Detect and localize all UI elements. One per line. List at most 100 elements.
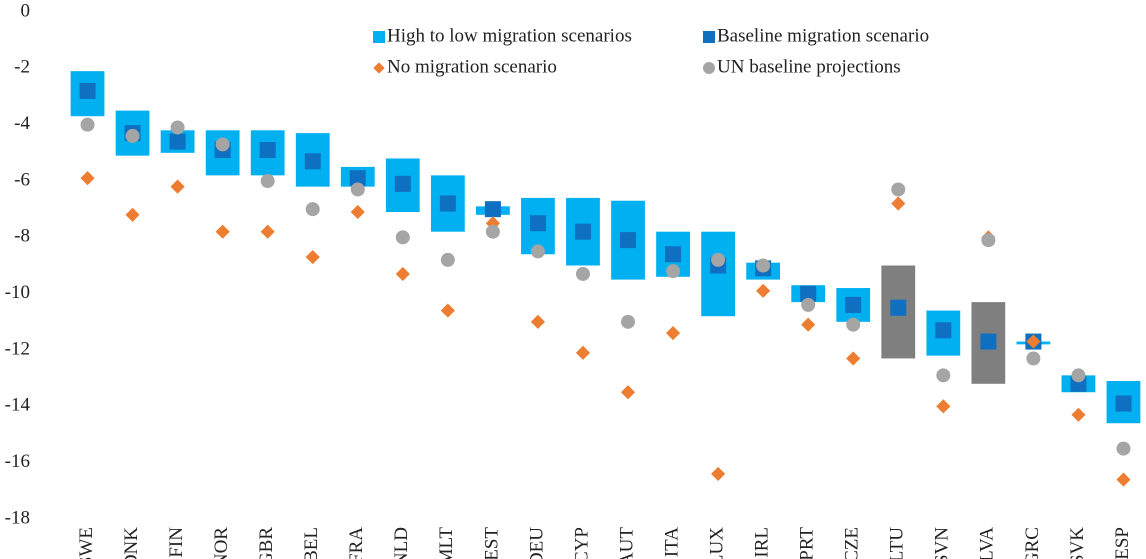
baseline-marker [259, 142, 276, 159]
no-migration-marker [80, 171, 95, 186]
x-tick-label: IRL [752, 527, 773, 558]
x-tick-label: SWE [76, 527, 97, 559]
no-migration-marker [395, 266, 410, 282]
no-migration-marker [1071, 407, 1086, 422]
no-migration-marker [936, 399, 951, 414]
x-tick-label: CYP [571, 527, 592, 559]
legend-label: UN baseline projections [717, 56, 901, 77]
un-marker [350, 182, 365, 197]
no-migration-marker [665, 326, 681, 341]
un-marker [305, 202, 320, 217]
un-marker [936, 368, 951, 383]
y-tick-label: 0 [21, 0, 31, 21]
un-marker [1071, 368, 1086, 383]
y-tick-label: -8 [14, 226, 30, 247]
range-box [701, 231, 735, 317]
x-tick-label: FRA [346, 527, 367, 559]
un-marker [1026, 351, 1041, 366]
no-migration-marker [846, 351, 861, 366]
baseline-marker [394, 175, 411, 192]
un-marker [170, 120, 185, 135]
legend-label: Baseline migration scenario [717, 25, 929, 46]
x-tick-label: GBR [256, 527, 277, 559]
baseline-marker [304, 153, 321, 170]
x-tick-label: SVN [932, 527, 953, 559]
un-marker [846, 317, 861, 332]
baseline-marker [169, 133, 186, 150]
un-marker [801, 297, 816, 312]
x-tick-label: ITA [661, 527, 682, 557]
baseline-marker [665, 246, 682, 263]
un-marker [891, 182, 906, 197]
no-migration-marker [440, 303, 455, 318]
x-tick-label: AUT [616, 527, 637, 559]
un-marker [260, 174, 275, 188]
un-marker [125, 128, 140, 143]
y-tick-label: -16 [5, 451, 30, 472]
baseline-marker [890, 299, 907, 316]
un-marker [666, 264, 681, 279]
x-tick-label: LUX [706, 527, 727, 559]
x-tick-label: EST [481, 527, 502, 559]
un-marker [485, 224, 500, 239]
x-tick-label: PRT [797, 527, 818, 559]
no-migration-marker [215, 224, 230, 239]
no-migration-marker [350, 204, 365, 220]
un-marker [711, 252, 726, 267]
baseline-marker [484, 201, 501, 218]
baseline-marker [79, 82, 96, 99]
un-marker [575, 266, 590, 281]
baseline-marker [529, 215, 546, 232]
no-migration-marker [756, 283, 771, 298]
legend-label: No migration scenario [387, 56, 557, 77]
no-migration-marker [620, 385, 636, 400]
no-migration-marker [170, 179, 185, 194]
x-tick-label: BEL [301, 527, 322, 559]
baseline-marker [439, 195, 456, 212]
un-marker [215, 137, 230, 152]
x-tick-label: NOR [211, 527, 232, 559]
no-migration-marker [891, 196, 906, 211]
no-migration-marker [260, 224, 275, 239]
x-tick-label: GRC [1022, 527, 1043, 559]
baseline-marker [800, 285, 817, 302]
un-marker [395, 230, 410, 245]
un-marker [621, 314, 636, 329]
no-migration-marker [575, 345, 591, 360]
x-tick-label: SVK [1067, 527, 1088, 559]
un-marker [1116, 441, 1131, 456]
no-migration-marker [125, 207, 140, 222]
x-tick-label: LVA [977, 527, 998, 559]
no-migration-marker [530, 314, 546, 329]
baseline-marker [349, 170, 366, 187]
x-tick-label: CZE [842, 527, 863, 559]
y-tick-label: -2 [14, 57, 30, 78]
y-tick-label: -4 [14, 113, 30, 134]
no-migration-marker [305, 249, 320, 265]
legend-swatch [373, 31, 385, 43]
baseline-marker [980, 333, 997, 350]
baseline-marker [845, 296, 862, 313]
x-tick-label: NLD [391, 527, 412, 559]
no-migration-marker [801, 317, 816, 332]
no-migration-marker [711, 466, 726, 482]
no-migration-marker [1116, 472, 1131, 487]
x-tick-label: LTU [887, 527, 908, 559]
un-marker [981, 233, 996, 248]
legend-label: High to low migration scenarios [387, 25, 632, 46]
y-tick-label: -6 [14, 169, 30, 190]
baseline-marker [935, 322, 952, 339]
x-tick-label: FIN [166, 527, 187, 558]
baseline-marker [620, 232, 637, 249]
y-tick-label: -14 [5, 395, 31, 416]
no-migration-marker [1026, 334, 1041, 349]
x-tick-label: DEU [526, 527, 547, 559]
baseline-marker [574, 223, 591, 240]
baseline-marker [1115, 395, 1132, 412]
un-marker [440, 252, 455, 267]
x-tick-label: DNK [121, 527, 142, 559]
x-tick-label: MLT [436, 527, 457, 559]
un-marker [530, 244, 545, 259]
legend-swatch [703, 31, 715, 43]
x-tick-label: ESP [1112, 527, 1133, 559]
